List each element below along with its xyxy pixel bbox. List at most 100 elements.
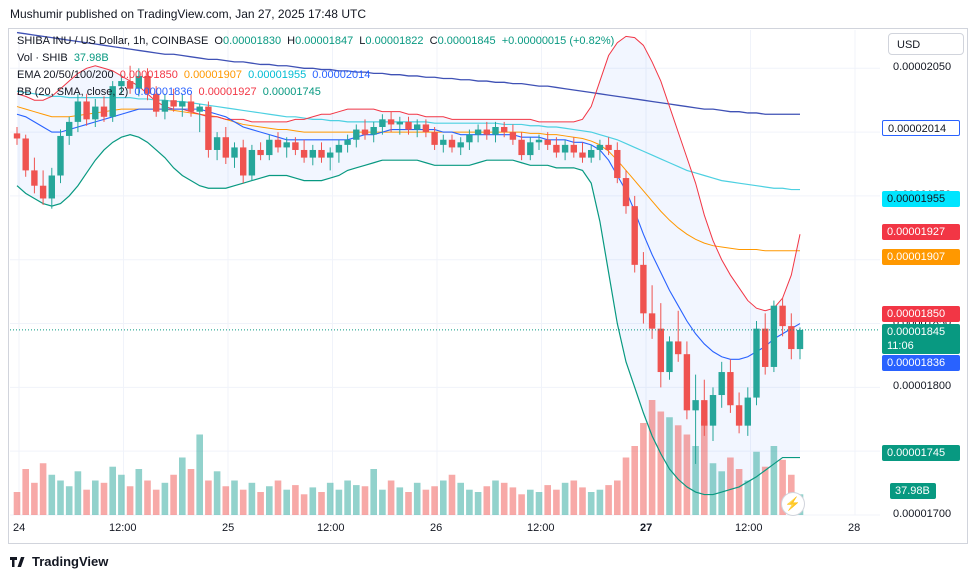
volume-bar (213, 471, 221, 515)
volume-bar (596, 489, 604, 515)
candle-body (605, 144, 612, 150)
volume-bar (492, 480, 499, 515)
volume-bar (657, 411, 665, 515)
candle-body (448, 139, 456, 148)
volume-bar (309, 487, 317, 515)
candle-body (683, 354, 691, 411)
candle-body (100, 106, 108, 117)
legend-close: 0.00001845 (437, 35, 496, 47)
legend-symbol[interactable]: SHIBA INU / US Dollar, 1h, COINBASE (17, 35, 209, 47)
tradingview-logo-mark-icon (10, 557, 25, 567)
candle-body (753, 328, 760, 398)
volume-bar (109, 466, 116, 515)
volume-bar (692, 446, 699, 515)
candle-body (327, 152, 334, 158)
volume-bar (170, 474, 177, 515)
legend-bb-label[interactable]: BB (20, SMA, close, 2) (17, 86, 129, 98)
volume-bar (683, 434, 691, 515)
candle-body (709, 395, 717, 426)
candle-body (501, 127, 508, 133)
volume-bar (344, 480, 351, 515)
candle-body (335, 144, 343, 153)
volume-bar (735, 469, 743, 515)
x-tick-label: 12:00 (317, 522, 345, 534)
volume-bar (614, 480, 621, 515)
volume-bar (605, 485, 612, 515)
legend-change: +0.00000015 (+0.82%) (501, 35, 615, 47)
volume-bar (257, 492, 264, 515)
volume-bar (144, 480, 151, 515)
legend-high-label: H (287, 35, 296, 47)
candle-body (622, 178, 630, 207)
bb-lower-line (16, 134, 800, 496)
volume-bar (483, 486, 491, 515)
candle-body (187, 101, 195, 112)
candle-body (379, 119, 386, 127)
volume-bar (640, 423, 647, 515)
candle-body (553, 144, 560, 153)
volume-bar (39, 463, 47, 515)
candle-body (561, 144, 569, 153)
currency-button[interactable]: USD (888, 33, 964, 55)
publish-caption: Mushumir published on TradingView.com, J… (10, 7, 366, 21)
x-tick-label: 26 (430, 522, 443, 534)
volume-bar (65, 486, 73, 515)
tag-last-price: 0.00001845 11:06 (882, 324, 960, 354)
candle-body (770, 305, 778, 367)
candle-body (135, 75, 142, 89)
volume-bar (196, 434, 203, 515)
x-tick-label: 24 (13, 522, 26, 534)
candle-body (231, 147, 238, 158)
legend-ema-label[interactable]: EMA 20/50/100/200 (17, 69, 114, 81)
legend-ema-row: EMA 20/50/100/200 0.00001850 0.00001907 … (17, 69, 373, 81)
candle-body (474, 129, 482, 135)
candle-body (205, 106, 212, 150)
volume-bar (518, 494, 525, 515)
volume-bar (370, 469, 377, 515)
candle-body (701, 400, 708, 426)
volume-bar (74, 471, 82, 515)
legend-bb-row: BB (20, SMA, close, 2) 0.00001836 0.0000… (17, 86, 324, 98)
candle-body (718, 372, 725, 396)
candle-body (179, 101, 186, 107)
volume-bar (379, 489, 386, 515)
candle-body (640, 264, 647, 314)
candle-body (274, 139, 282, 148)
volume-bar (666, 417, 673, 515)
candle-body (248, 149, 256, 176)
candle-body (213, 137, 221, 150)
volume-bar (674, 425, 682, 515)
legend-volume-label[interactable]: Vol · SHIB (17, 52, 68, 64)
volume-bar (274, 480, 282, 515)
lightning-icon[interactable]: ⚡ (781, 492, 805, 516)
volume-bar (440, 480, 447, 515)
candle-body (361, 129, 369, 135)
candle-body (422, 124, 430, 133)
candle-body (83, 101, 90, 120)
candle-body (353, 129, 360, 140)
volume-bar (718, 471, 725, 515)
volume-bar (709, 463, 717, 515)
volume-bar (179, 457, 186, 515)
volume-bar (553, 489, 560, 515)
candle-body (266, 139, 273, 156)
legend-low-label: L (359, 35, 366, 47)
volume-bar (544, 485, 551, 515)
candle-body (309, 149, 316, 158)
legend-ema100: 0.00001955 (248, 69, 307, 81)
candle-body (440, 139, 447, 145)
legend-bb-lower: 0.00001745 (262, 86, 321, 98)
candle-body (666, 341, 673, 373)
y-tick-label: 0.00002050 (893, 61, 952, 74)
candle-body (126, 81, 134, 89)
candle-body (779, 305, 786, 327)
volume-bar (431, 486, 438, 515)
candle-body (405, 121, 412, 130)
candle-body (579, 152, 586, 158)
tradingview-logo[interactable]: TradingView (10, 554, 108, 569)
tag-bb-lower: 0.00001745 (882, 445, 960, 461)
volume-bar (361, 486, 369, 515)
volume-bar (48, 474, 56, 515)
candle-body (109, 86, 116, 117)
